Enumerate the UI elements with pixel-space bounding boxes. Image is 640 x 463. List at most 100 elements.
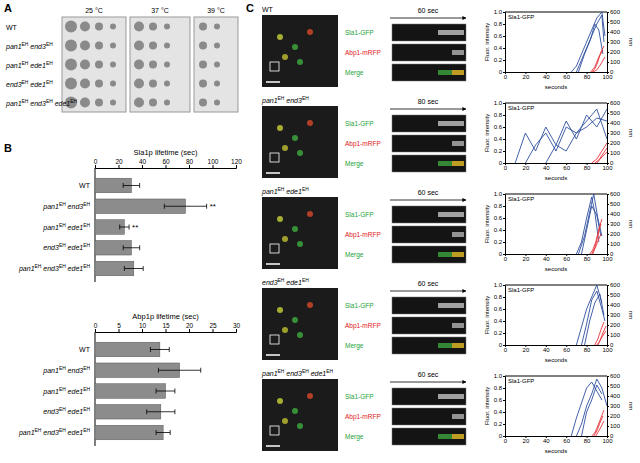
frame-top bbox=[505, 194, 607, 195]
error-line bbox=[164, 206, 206, 207]
plate-image bbox=[194, 17, 238, 112]
label-superscript: EH bbox=[83, 223, 90, 228]
colony-spot bbox=[199, 23, 207, 31]
label-part: pan1 bbox=[42, 224, 59, 232]
micrograph-spot bbox=[277, 125, 283, 131]
tick-label: 0.2 bbox=[494, 239, 503, 245]
tick-mark bbox=[607, 285, 609, 286]
y-axis-title: Fluor. intensity bbox=[484, 114, 490, 153]
tick-mark bbox=[503, 242, 505, 243]
label-part: ede1 bbox=[66, 224, 84, 231]
tick: 100 bbox=[607, 59, 621, 65]
colony-spot bbox=[149, 42, 157, 50]
tick-label: 0 bbox=[610, 433, 614, 439]
error-line bbox=[147, 411, 175, 412]
label-superscript: EH bbox=[83, 202, 90, 207]
colony-spot bbox=[149, 99, 157, 107]
tick-mark bbox=[607, 72, 609, 73]
tick-mark bbox=[95, 165, 96, 168]
axis-line bbox=[608, 195, 610, 255]
micrograph-spot bbox=[297, 423, 303, 429]
tick-mark bbox=[213, 165, 214, 168]
tick-label: 100 bbox=[610, 332, 621, 338]
micrograph-spot bbox=[307, 302, 313, 308]
error-bar bbox=[147, 409, 175, 414]
kymograph-signal bbox=[438, 252, 464, 257]
channel-label: Sla1-GFP bbox=[345, 120, 374, 127]
error-cap bbox=[123, 183, 124, 188]
colony-spot bbox=[214, 24, 220, 30]
tick-mark bbox=[503, 218, 505, 219]
tick: 600 bbox=[607, 373, 621, 379]
micrograph-spot bbox=[292, 135, 298, 141]
error-line bbox=[156, 391, 175, 392]
series-line bbox=[515, 109, 607, 163]
series-line bbox=[546, 118, 607, 163]
column-header: 25 °C bbox=[85, 7, 103, 14]
colony-spot bbox=[134, 79, 144, 89]
colony-spot bbox=[110, 24, 116, 30]
axis-line bbox=[503, 195, 506, 255]
tick-mark bbox=[119, 165, 120, 168]
tick-mark bbox=[189, 165, 190, 168]
tick-label: 0.8 bbox=[494, 21, 503, 27]
category-label: pan1EH end3EH ede1EH bbox=[18, 428, 90, 437]
tick-label: 0 bbox=[504, 165, 508, 171]
colony-spot bbox=[199, 42, 207, 50]
axis-line bbox=[608, 377, 610, 437]
y2-axis-title: nm bbox=[628, 129, 634, 137]
category-label: WT bbox=[79, 346, 91, 353]
tick: 0.6 bbox=[494, 397, 505, 403]
tick-mark bbox=[142, 165, 143, 168]
tick: 0.6 bbox=[494, 124, 505, 130]
micrograph-spot bbox=[297, 59, 303, 65]
tick: 0 bbox=[499, 342, 505, 348]
tick-label: 0.8 bbox=[494, 112, 503, 118]
tick-mark bbox=[607, 305, 609, 306]
tick: 0 bbox=[504, 72, 508, 80]
tick: 20 bbox=[523, 345, 530, 353]
tick-mark bbox=[503, 285, 505, 286]
panel-label: B bbox=[4, 142, 12, 154]
tick-label: 40 bbox=[543, 74, 550, 80]
channel-label: Merge bbox=[345, 251, 364, 259]
colony-spot bbox=[65, 40, 77, 52]
tick: 10 bbox=[139, 322, 147, 332]
axis: 00.20.40.60.81.0 bbox=[494, 9, 506, 75]
tick-label: 0.2 bbox=[494, 148, 503, 154]
channel-label: Sla1-GFP bbox=[345, 29, 374, 36]
tick: 60 bbox=[563, 72, 570, 80]
tick-label: 20 bbox=[523, 347, 530, 353]
tick-label: 40 bbox=[543, 347, 550, 353]
colony-spot bbox=[95, 23, 103, 31]
tick: 0 bbox=[504, 436, 508, 444]
row-label: end3EH ede1EH bbox=[262, 278, 309, 286]
error-cap bbox=[170, 430, 171, 435]
chart-title: Sla1-GFP bbox=[508, 287, 534, 293]
axis-line bbox=[503, 286, 506, 346]
tick-label: 300 bbox=[610, 403, 621, 409]
tick-label: 20 bbox=[523, 74, 530, 80]
series-line bbox=[571, 12, 605, 72]
tick-mark bbox=[607, 345, 609, 346]
channel-label: Merge bbox=[345, 69, 364, 77]
colony-spot bbox=[199, 99, 207, 107]
colony-spot bbox=[149, 61, 157, 69]
kymograph bbox=[392, 24, 466, 41]
kymograph-signal bbox=[438, 121, 464, 126]
tick: 200 bbox=[607, 231, 621, 237]
tick-label: 20 bbox=[523, 438, 530, 444]
tick-mark bbox=[503, 103, 505, 104]
label-part: ede1 bbox=[66, 265, 84, 272]
tick-label: 0.8 bbox=[494, 385, 503, 391]
tick: 80 bbox=[584, 72, 591, 80]
error-cap bbox=[143, 266, 144, 271]
tick: 0.8 bbox=[494, 385, 505, 391]
error-cap bbox=[129, 225, 130, 230]
tick-label: 80 bbox=[584, 165, 591, 171]
micrograph-spot bbox=[307, 120, 313, 126]
tick-mark bbox=[503, 115, 505, 116]
tick: 400 bbox=[607, 29, 621, 35]
tick: 60 bbox=[563, 163, 570, 171]
error-cap bbox=[158, 368, 159, 373]
